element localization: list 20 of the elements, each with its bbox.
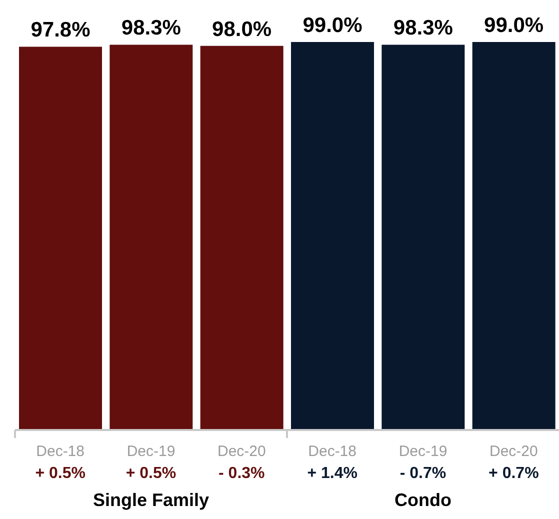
data-label: 98.3% (393, 16, 454, 40)
text: Single Family (92, 490, 210, 511)
text: + 0.5% (126, 465, 176, 482)
data-label: 97.8% (30, 18, 91, 42)
text: - 0.3% (218, 465, 265, 482)
data-label: 98.3% (121, 16, 182, 40)
x-tick-label: Dec-18 (36, 443, 85, 460)
x-tick-label: Dec-18 (308, 443, 357, 460)
text: + 0.5% (35, 465, 86, 482)
text: - 0.7% (400, 465, 446, 482)
data-label: 98.0% (212, 18, 272, 41)
data-label: 99.0% (484, 14, 544, 37)
data-label: 99.0% (302, 14, 363, 37)
x-tick-label: Dec-20 (489, 443, 538, 460)
x-tick-label: Dec-20 (217, 443, 266, 460)
x-tick-label: Dec-19 (126, 443, 176, 460)
text: + 1.4% (307, 465, 358, 482)
text: Condo (394, 490, 452, 511)
text: + 0.7% (488, 465, 539, 482)
x-tick-label: Dec-19 (398, 443, 448, 460)
